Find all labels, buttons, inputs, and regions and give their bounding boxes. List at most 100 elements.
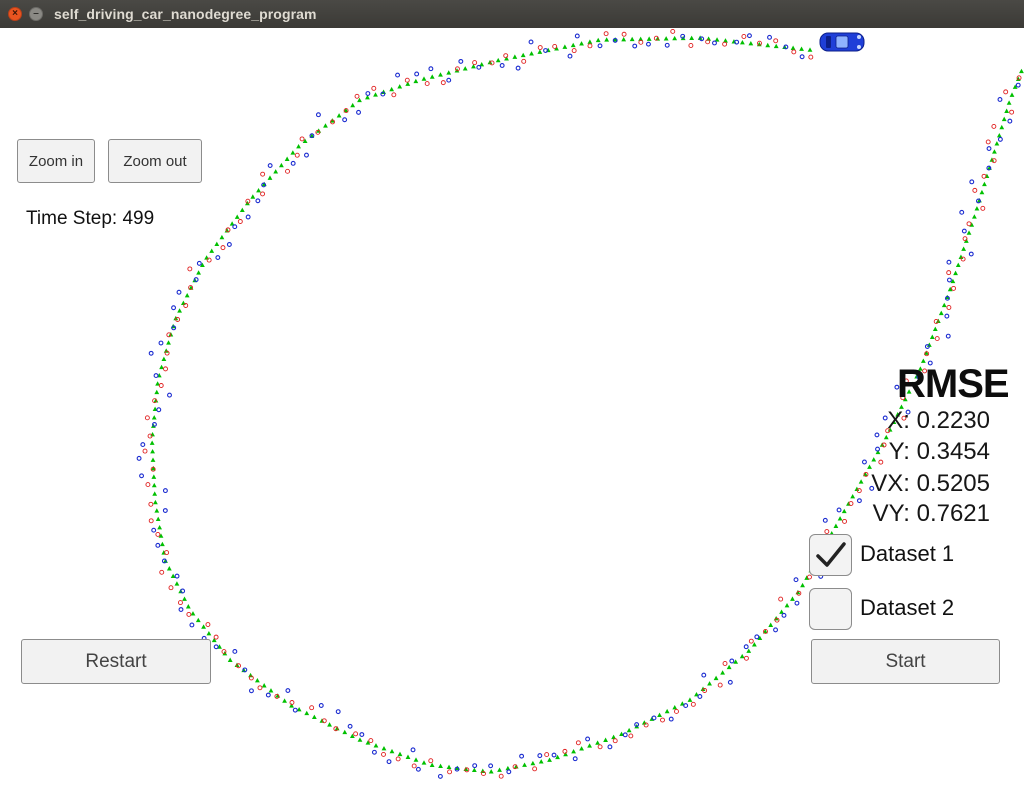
estimate-marker [267, 175, 273, 180]
lidar-marker [741, 34, 747, 39]
estimate-marker [196, 270, 202, 275]
estimate-marker [807, 47, 813, 52]
estimate-marker [505, 765, 511, 771]
lidar-marker [532, 766, 538, 772]
lidar-marker [717, 682, 723, 688]
radar-marker [1015, 82, 1021, 88]
radar-marker [458, 58, 464, 64]
lidar-marker [924, 351, 930, 357]
estimate-marker [969, 222, 975, 227]
estimate-marker [200, 262, 205, 267]
estimate-marker [296, 143, 301, 149]
radar-marker [945, 333, 951, 339]
estimate-marker [311, 714, 317, 719]
start-button[interactable]: Start [811, 639, 1000, 684]
radar-marker [267, 163, 273, 169]
radar-marker [622, 732, 628, 738]
estimate-marker [520, 52, 526, 58]
lidar-marker [842, 518, 847, 524]
radar-marker [309, 133, 315, 139]
lidar-marker [901, 415, 907, 421]
rmse-vx-value: VX: 0.5205 [871, 470, 990, 497]
estimate-marker [994, 141, 1000, 146]
zoom-out-button[interactable]: Zoom out [108, 139, 202, 183]
estimate-marker [920, 358, 926, 363]
radar-marker [986, 146, 992, 152]
estimate-marker [714, 37, 720, 42]
estimate-marker [334, 725, 340, 731]
estimate-marker [740, 40, 745, 45]
radar-marker [699, 36, 705, 42]
close-window-button[interactable]: × [8, 7, 22, 21]
lidar-marker [796, 590, 802, 596]
estimate-marker [621, 36, 627, 42]
radar-marker [193, 277, 199, 283]
radar-marker [158, 340, 164, 346]
lidar-marker [903, 378, 909, 384]
estimate-marker [555, 754, 560, 760]
estimate-marker [974, 206, 980, 211]
estimate-marker [529, 51, 534, 56]
estimate-marker [184, 293, 190, 298]
radar-marker [680, 33, 686, 39]
lidar-marker [612, 738, 618, 744]
lidar-marker [933, 319, 939, 324]
radar-marker [997, 97, 1003, 102]
radar-marker [261, 182, 267, 188]
radar-marker [242, 667, 248, 673]
radar-marker [743, 644, 749, 650]
radar-marker [916, 374, 922, 380]
estimate-marker [273, 169, 279, 174]
estimate-marker [241, 667, 247, 673]
radar-marker [371, 749, 377, 755]
minimize-window-button[interactable]: – [29, 7, 43, 21]
estimate-marker [214, 241, 220, 247]
lidar-marker [289, 700, 295, 705]
estimate-marker [350, 102, 356, 108]
lidar-marker [330, 119, 335, 125]
radar-marker [754, 634, 760, 640]
estimate-marker [782, 44, 788, 50]
lidar-marker [856, 488, 862, 494]
lidar-marker [147, 433, 153, 439]
estimate-marker [646, 36, 652, 41]
radar-marker [153, 373, 159, 379]
estimate-marker [1015, 76, 1021, 82]
radar-marker [285, 688, 291, 693]
radar-marker [318, 703, 324, 708]
lidar-marker [248, 675, 254, 681]
car-icon [819, 32, 865, 52]
lidar-marker [464, 767, 470, 773]
radar-marker [747, 33, 752, 39]
estimate-marker [152, 406, 158, 412]
estimate-marker [438, 72, 443, 77]
estimate-marker [397, 751, 403, 757]
radar-marker [944, 313, 950, 319]
radar-marker [155, 542, 161, 548]
dataset-1-checkbox[interactable] [809, 534, 852, 576]
lidar-marker [498, 773, 504, 779]
lidar-marker [221, 649, 227, 655]
radar-marker [488, 763, 494, 769]
radar-marker [607, 744, 613, 750]
estimate-marker [365, 740, 371, 745]
radar-marker [386, 759, 392, 765]
estimate-marker [170, 573, 176, 579]
estimate-marker [446, 70, 452, 75]
lidar-marker [260, 191, 266, 197]
estimate-marker [795, 589, 801, 595]
lidar-marker [512, 764, 518, 770]
restart-button[interactable]: Restart [21, 639, 211, 684]
estimate-marker [746, 648, 752, 653]
estimate-marker [304, 710, 310, 716]
radar-marker [395, 72, 401, 78]
estimate-marker [1006, 100, 1012, 105]
zoom-in-button[interactable]: Zoom in [17, 139, 95, 183]
estimate-marker [151, 415, 157, 420]
radar-marker [727, 679, 733, 685]
estimate-marker [150, 457, 156, 462]
dataset-2-checkbox[interactable] [809, 588, 852, 630]
radar-marker [446, 77, 452, 83]
radar-marker [683, 703, 689, 709]
radar-marker [572, 756, 578, 762]
